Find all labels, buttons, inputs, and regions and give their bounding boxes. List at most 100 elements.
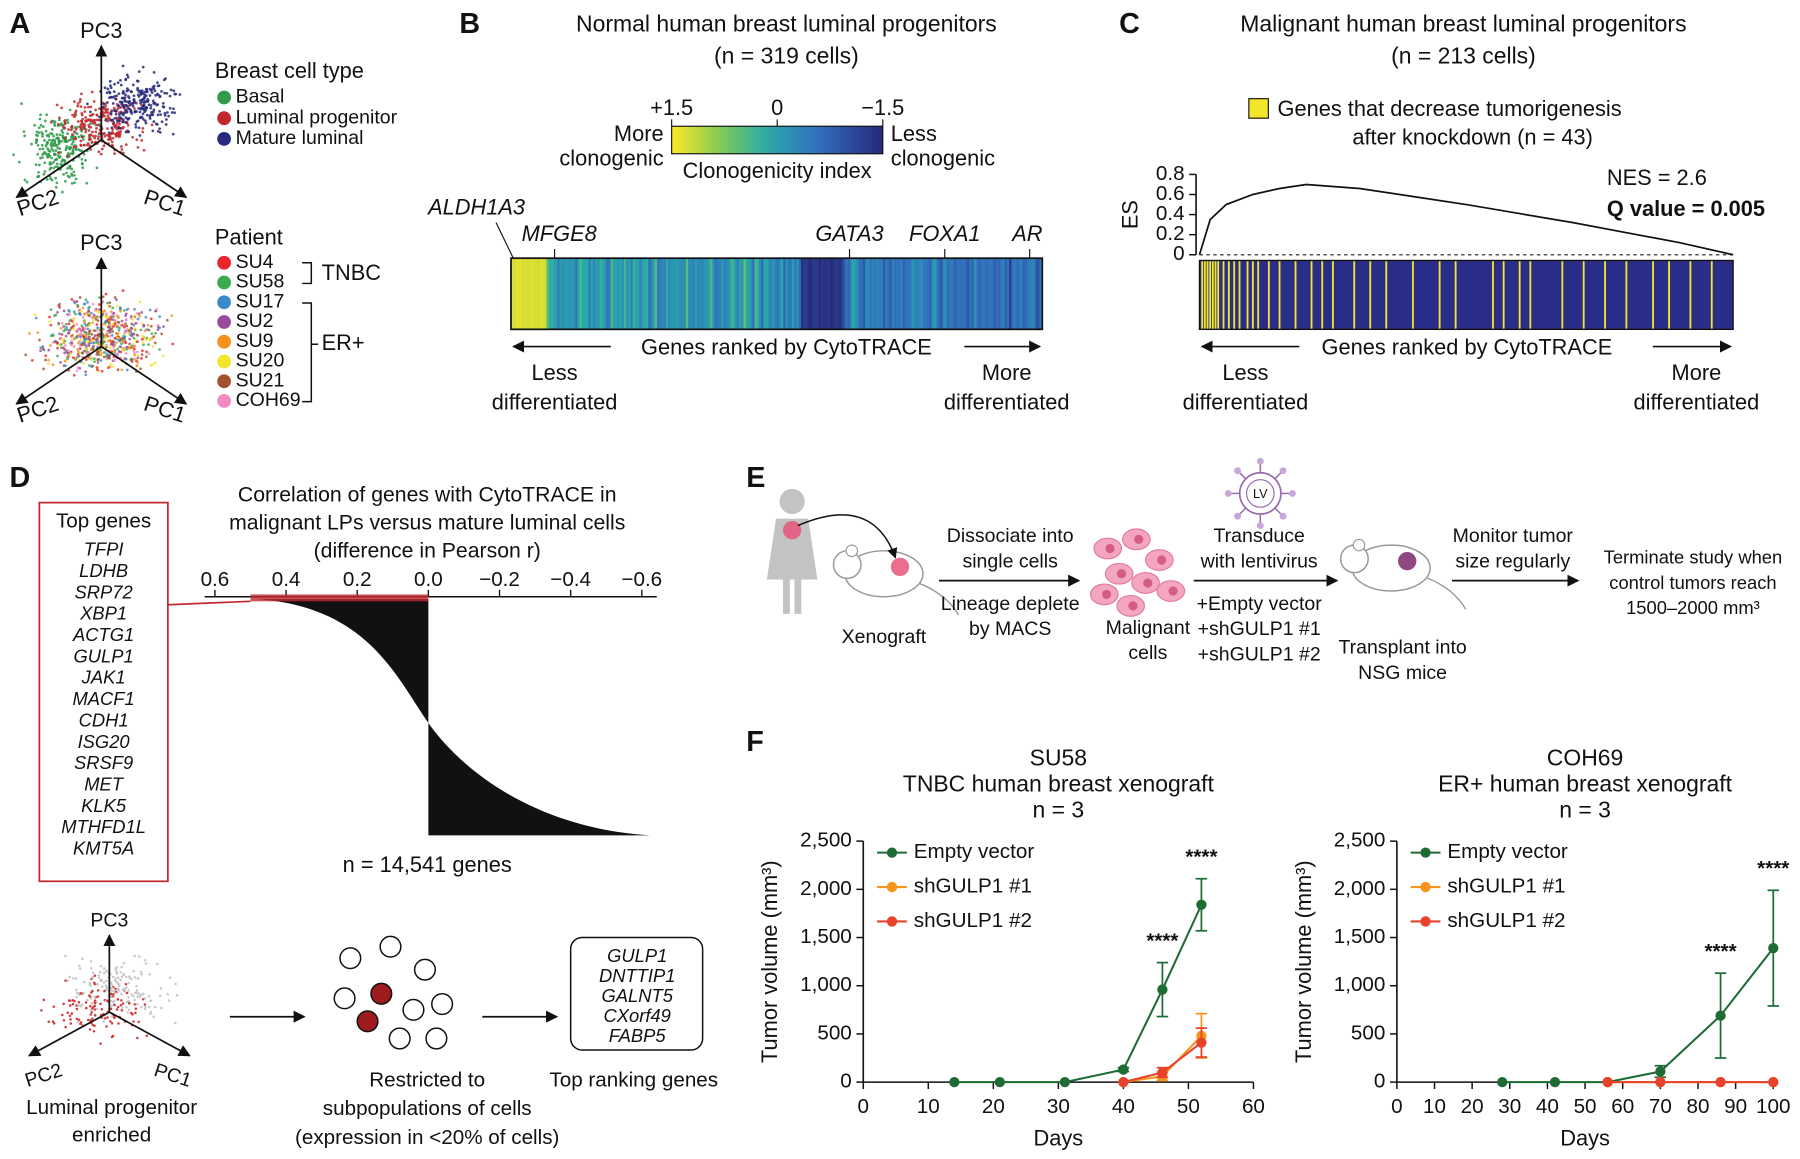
heatmap-stripe xyxy=(641,258,645,330)
cell-dot xyxy=(99,1002,102,1006)
x-tick-label: 90 xyxy=(1724,1095,1747,1118)
panel-label: B xyxy=(459,8,480,40)
cell-dot xyxy=(114,112,118,116)
cell-dot xyxy=(77,1018,81,1022)
cell-dot xyxy=(159,987,163,990)
cell-dot xyxy=(115,965,118,969)
heatmap-stripe xyxy=(798,258,802,330)
cell-dot xyxy=(55,181,59,185)
label: LV xyxy=(1253,487,1268,501)
cell-dot xyxy=(132,345,135,349)
hit-strip xyxy=(1199,260,1734,330)
cell-dot xyxy=(108,334,112,338)
cell-dot xyxy=(120,324,124,327)
cell-dot xyxy=(111,365,114,369)
cell-dot xyxy=(172,107,175,111)
heatmap-stripe xyxy=(581,258,585,330)
cell-dot xyxy=(83,123,86,127)
cell-dot xyxy=(105,101,109,104)
cell-dot xyxy=(132,94,136,98)
virus-knob xyxy=(1234,512,1242,520)
cell-dot xyxy=(135,989,139,992)
cell-dot xyxy=(25,180,29,184)
cell-dot xyxy=(145,336,149,340)
cell-dot xyxy=(84,1001,88,1004)
cell-dot xyxy=(98,107,101,111)
heatmap-stripe xyxy=(668,258,671,330)
cell-dot xyxy=(57,322,61,326)
heatmap-stripe xyxy=(929,258,933,330)
cell-dot xyxy=(139,328,143,332)
cell-dot xyxy=(143,110,146,114)
legend-dot xyxy=(217,131,231,146)
heatmap-stripe xyxy=(564,258,567,330)
cell-dot xyxy=(110,334,114,337)
heatmap-stripe xyxy=(907,258,910,330)
cell-dot xyxy=(152,120,156,123)
cell-dot xyxy=(34,163,38,167)
cell-dot xyxy=(66,979,69,983)
cell-dot xyxy=(112,121,116,124)
cell-dot xyxy=(80,112,84,115)
heatmap-stripe xyxy=(931,258,935,330)
cell-dot xyxy=(127,989,130,992)
cell-dot xyxy=(62,173,66,176)
cell-dot xyxy=(143,93,147,97)
cell-dot xyxy=(90,316,94,319)
cell-dot xyxy=(52,149,55,152)
axis-arrow xyxy=(100,139,188,199)
cell-dot xyxy=(37,170,40,174)
gene-label: MFGE8 xyxy=(522,221,597,246)
cell-dot xyxy=(66,357,69,361)
panel-label: E xyxy=(746,462,765,494)
cell-dot xyxy=(70,135,73,139)
cell-dot xyxy=(131,318,134,322)
label: Transduce xyxy=(1213,525,1304,547)
heatmap-stripe xyxy=(712,258,716,330)
y-tick-label: 1,500 xyxy=(800,925,852,948)
cell-dot xyxy=(132,314,136,318)
cell-dot xyxy=(140,334,144,338)
legend-dot xyxy=(217,90,231,105)
heatmap-stripe xyxy=(637,258,640,330)
legend-swatch xyxy=(1248,98,1269,119)
cell-dot xyxy=(139,367,142,371)
heatmap-stripe xyxy=(902,258,906,330)
marker xyxy=(1497,1076,1508,1088)
cell-dot xyxy=(79,331,83,334)
cell-dot xyxy=(99,978,103,982)
label: Luminal progenitor xyxy=(26,1096,197,1119)
heatmap-stripe xyxy=(856,258,860,330)
cell-dot xyxy=(113,1003,116,1007)
cell-dot xyxy=(125,991,129,995)
cell-dot xyxy=(73,301,77,305)
legend-label: Empty vector xyxy=(1447,840,1568,863)
cell-dot xyxy=(118,307,122,311)
cell-dot xyxy=(90,311,93,315)
cell-dot xyxy=(96,361,100,364)
cell-dot xyxy=(158,994,162,998)
cell-dot xyxy=(68,1014,72,1018)
colorbar-tick-label: −1.5 xyxy=(861,95,904,120)
cell-dot xyxy=(56,123,60,126)
cell-dot xyxy=(79,139,83,143)
cell-dot xyxy=(153,341,157,345)
cell-dot xyxy=(125,348,129,351)
heatmap-stripe xyxy=(889,258,893,330)
heatmap-stripe xyxy=(595,258,598,330)
cell-dot xyxy=(98,296,101,300)
heatmap-stripe xyxy=(874,258,877,330)
cell-dot xyxy=(83,312,86,316)
cell-dot xyxy=(78,366,82,370)
cell-dot xyxy=(116,987,120,990)
heatmap-stripe xyxy=(986,258,990,330)
chart-title: COH69 xyxy=(1547,745,1624,771)
cell-dot xyxy=(82,152,86,156)
label: GULP1 xyxy=(74,645,134,666)
cell-dot xyxy=(155,122,159,126)
cell-dot xyxy=(84,130,88,134)
cell-dot xyxy=(45,143,49,146)
cell-dot xyxy=(118,113,121,117)
cell-dot xyxy=(75,132,79,136)
cell-dot xyxy=(102,111,106,115)
